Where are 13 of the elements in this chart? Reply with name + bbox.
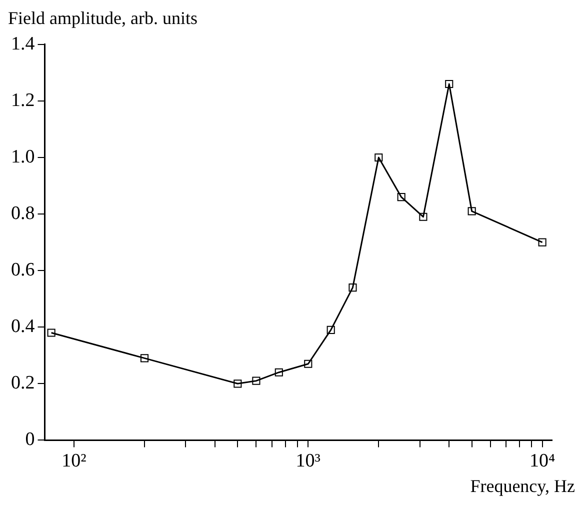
x-tick-label: 10⁴ xyxy=(529,450,556,472)
y-tick-label: 0.8 xyxy=(11,203,35,224)
y-tick-label: 0.6 xyxy=(11,260,35,281)
y-tick-label: 0.2 xyxy=(11,372,35,394)
y-tick-label: 1.4 xyxy=(11,33,36,54)
y-tick-label: 0.4 xyxy=(11,316,36,338)
y-tick-label: 1.2 xyxy=(11,90,35,111)
x-tick-label: 10³ xyxy=(296,450,321,472)
y-tick-label: 1.0 xyxy=(11,146,35,168)
y-axis-title: Field amplitude, arb. units xyxy=(8,8,198,30)
x-axis-title: Frequency, Hz xyxy=(469,476,576,497)
x-tick-label: 10² xyxy=(62,450,87,472)
y-tick-label: 0 xyxy=(25,429,35,450)
